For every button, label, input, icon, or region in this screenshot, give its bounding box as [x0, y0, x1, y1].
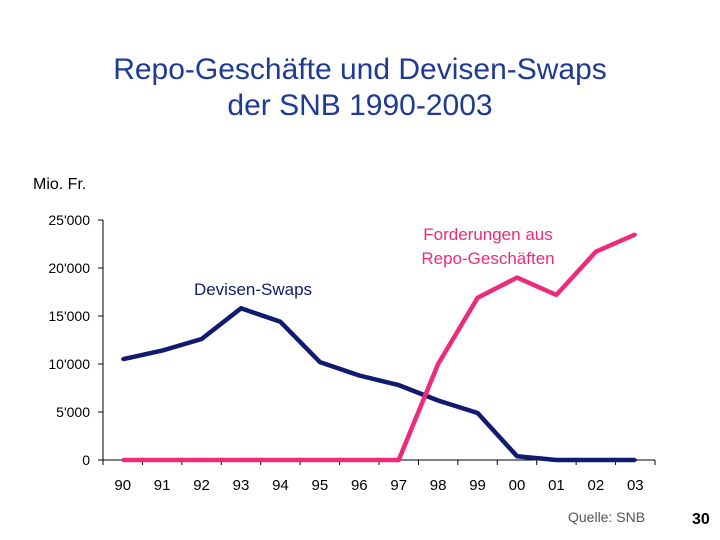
x-tick-label: 96: [351, 477, 368, 494]
chart-axes: 0 5'000 10'000 15'000 20'000 25'000 90 91 92 93 94…: [48, 212, 656, 494]
source-note: Quelle: SNB: [568, 509, 646, 525]
data-point-devisen-swaps: [199, 337, 204, 341]
x-tick-label: 94: [272, 477, 289, 494]
y-axis-unit: Mio. Fr.: [33, 176, 87, 193]
data-point-repo: [121, 458, 125, 462]
slide-title-line1: Repo-Geschäfte und Devisen-Swaps: [113, 53, 607, 86]
x-tick-label: 03: [627, 477, 644, 494]
series-line-devisen-swaps: [122, 306, 636, 463]
data-point-repo: [633, 232, 637, 236]
series-line-repo-geschaefte: [122, 232, 637, 463]
data-point-devisen-swaps: [239, 306, 243, 310]
data-point-repo: [515, 276, 519, 280]
x-tick-label: 00: [509, 477, 526, 494]
label-repo-geschaefte-line2: Repo-Geschäften: [421, 249, 554, 268]
data-point-repo: [554, 293, 559, 297]
x-tick-label: 93: [233, 477, 250, 494]
y-tick-label: 5'000: [56, 404, 90, 420]
x-tick-label: 91: [154, 477, 171, 494]
data-point-devisen-swaps: [436, 398, 440, 403]
data-point-repo: [475, 296, 480, 300]
data-point-repo: [199, 458, 204, 462]
data-point-devisen-swaps: [554, 458, 559, 462]
data-point-repo: [239, 458, 243, 462]
data-point-repo: [160, 458, 164, 462]
x-tick-label: 92: [193, 477, 210, 494]
data-point-devisen-swaps: [121, 357, 125, 361]
chart-annotations: Devisen-Swaps Forderungen aus Repo-Geschäf…: [194, 225, 555, 299]
x-tick-label: 01: [548, 477, 565, 494]
data-point-devisen-swaps: [278, 320, 283, 324]
data-point-devisen-swaps: [594, 458, 598, 462]
x-tick-label: 97: [390, 477, 407, 494]
slide-title: Repo-Geschäfte und Devisen-Swaps der SNB…: [0, 52, 720, 124]
x-tick-label: 90: [114, 477, 131, 494]
y-tick-label: 10'000: [48, 356, 90, 372]
data-point-repo: [318, 458, 322, 462]
data-point-repo: [594, 250, 598, 254]
x-tick-label: 02: [588, 477, 605, 494]
x-tick-label: 95: [312, 477, 329, 494]
data-point-repo: [278, 458, 283, 462]
y-tick-label: 20'000: [48, 260, 90, 276]
data-point-devisen-swaps: [397, 383, 401, 387]
label-devisen-swaps: Devisen-Swaps: [194, 280, 312, 299]
data-point-repo: [397, 458, 401, 462]
y-tick-label: 0: [82, 452, 90, 468]
data-point-repo: [436, 362, 440, 366]
page-number: 30: [692, 511, 710, 528]
x-tick-label: 99: [469, 477, 486, 494]
data-point-devisen-swaps: [318, 360, 322, 364]
data-point-devisen-swaps: [357, 373, 361, 378]
y-tick-label: 25'000: [48, 212, 90, 228]
slide-title-line2: der SNB 1990-2003: [227, 89, 493, 122]
x-tick-label: 98: [430, 477, 447, 494]
data-point-devisen-swaps: [475, 411, 480, 415]
data-point-repo: [357, 458, 361, 462]
chart-series: [121, 232, 637, 463]
data-point-devisen-swaps: [633, 458, 637, 462]
data-point-devisen-swaps: [515, 454, 519, 458]
y-tick-label: 15'000: [48, 308, 90, 324]
label-repo-geschaefte-line1: Forderungen aus: [423, 225, 552, 244]
data-point-devisen-swaps: [160, 348, 164, 353]
